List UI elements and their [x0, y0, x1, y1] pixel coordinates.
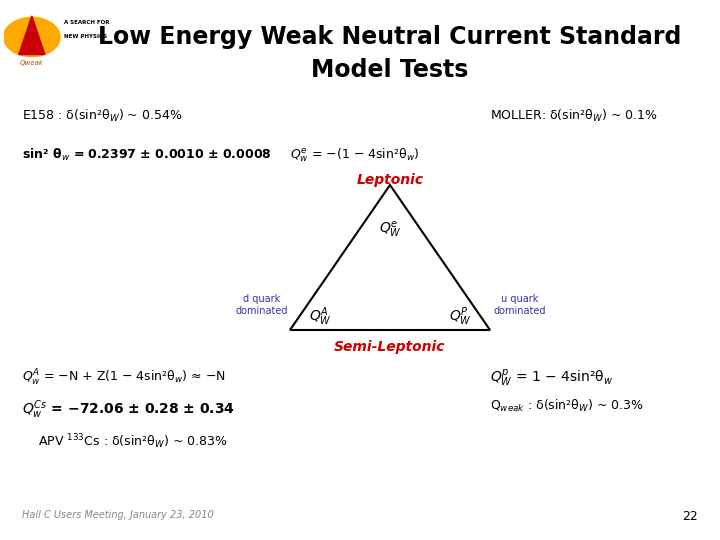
- Text: $Q^{A}_{w}$ = −N + Z(1 − 4sin²θ$_{w}$) ≈ −N: $Q^{A}_{w}$ = −N + Z(1 − 4sin²θ$_{w}$) ≈…: [22, 368, 226, 388]
- Circle shape: [4, 17, 60, 57]
- Polygon shape: [19, 16, 45, 55]
- Text: $Q^{e}_{W}$: $Q^{e}_{W}$: [379, 220, 402, 240]
- Text: Hall C Users Meeting, January 23, 2010: Hall C Users Meeting, January 23, 2010: [22, 510, 214, 520]
- Text: Low Energy Weak Neutral Current Standard: Low Energy Weak Neutral Current Standard: [99, 25, 682, 49]
- Text: Model Tests: Model Tests: [311, 58, 469, 82]
- Text: MOLLER: δ(sin²θ$_{W}$) ~ 0.1%: MOLLER: δ(sin²θ$_{W}$) ~ 0.1%: [490, 108, 658, 124]
- Text: d quark
dominated: d quark dominated: [235, 294, 288, 316]
- Text: $Q^{P}_{W}$: $Q^{P}_{W}$: [449, 305, 472, 328]
- Text: Qweak: Qweak: [20, 60, 44, 66]
- Text: u quark
dominated: u quark dominated: [494, 294, 546, 316]
- Text: 22: 22: [683, 510, 698, 523]
- Text: Semi-Leptonic: Semi-Leptonic: [334, 340, 446, 354]
- Text: sin² θ$_{w}$ = 0.2397 ± 0.0010 ± 0.0008: sin² θ$_{w}$ = 0.2397 ± 0.0010 ± 0.0008: [22, 147, 271, 163]
- Text: Q$_{weak}$ : δ(sin²θ$_{W}$) ~ 0.3%: Q$_{weak}$ : δ(sin²θ$_{W}$) ~ 0.3%: [490, 398, 644, 414]
- Text: $Q^{A}_{W}$: $Q^{A}_{W}$: [309, 305, 331, 328]
- Text: NEW PHYSICS: NEW PHYSICS: [64, 35, 107, 39]
- Text: APV $^{133}$Cs : δ(sin²θ$_{W}$) ~ 0.83%: APV $^{133}$Cs : δ(sin²θ$_{W}$) ~ 0.83%: [38, 432, 228, 451]
- Text: $Q^{e}_{w}$ = −(1 − 4sin²θ$_{w}$): $Q^{e}_{w}$ = −(1 − 4sin²θ$_{w}$): [290, 147, 420, 165]
- Text: $Q^{p}_{W}$ = 1 − 4sin²θ$_{w}$: $Q^{p}_{W}$ = 1 − 4sin²θ$_{w}$: [490, 368, 613, 389]
- Text: Leptonic: Leptonic: [356, 173, 423, 187]
- Text: $Q^{Cs}_{w}$ = −72.06 ± 0.28 ± 0.34: $Q^{Cs}_{w}$ = −72.06 ± 0.28 ± 0.34: [22, 398, 235, 421]
- Text: A SEARCH FOR: A SEARCH FOR: [64, 21, 109, 25]
- Text: E158 : δ(sin²θ$_{W}$) ~ 0.54%: E158 : δ(sin²θ$_{W}$) ~ 0.54%: [22, 108, 182, 124]
